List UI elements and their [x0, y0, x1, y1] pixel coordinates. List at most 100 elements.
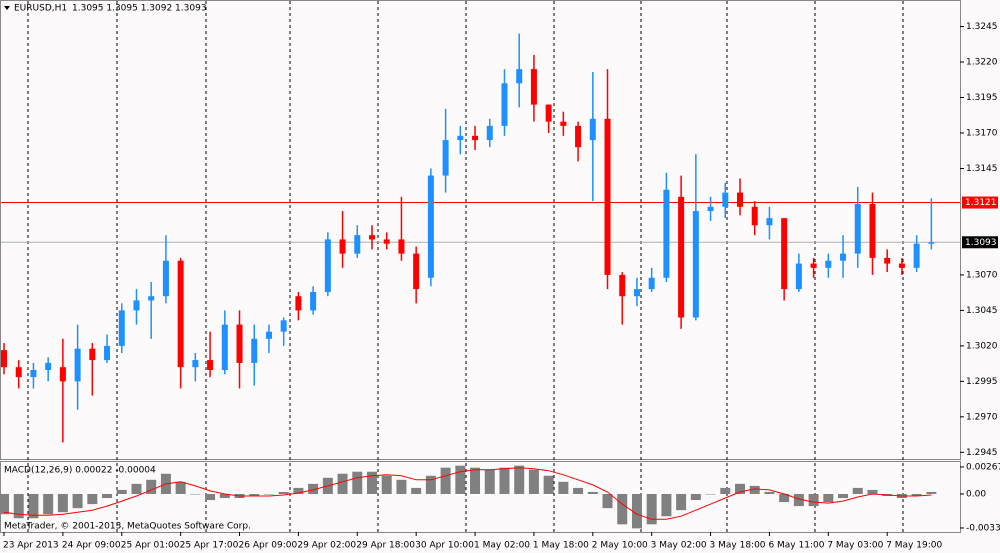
candle-body [251, 338, 258, 363]
y-tick-label: 1.3220 [966, 58, 998, 68]
candle-body [486, 125, 493, 141]
candle-body [810, 263, 817, 268]
y-tick-label: 1.3195 [966, 93, 998, 103]
candle-body [457, 135, 464, 141]
candle-body [413, 253, 420, 290]
macd-bar [587, 491, 598, 494]
candle-body [678, 196, 685, 318]
candle-body [398, 239, 405, 254]
macd-bar [705, 493, 716, 495]
x-tick-label: 29 Apr 18:00 [356, 541, 415, 551]
candle-body [633, 289, 640, 297]
candle-body [751, 206, 758, 226]
candle-body [339, 239, 346, 254]
macd-bar [0, 493, 9, 515]
macd-bar [808, 493, 819, 507]
level-tag [962, 196, 998, 209]
macd-bar [87, 493, 98, 505]
macd-bar [720, 487, 731, 494]
level-tag [962, 236, 998, 249]
x-tick-label: 23 Apr 2013 [3, 541, 59, 551]
candle-body [207, 360, 214, 371]
candle-body [280, 320, 287, 332]
candle-body [295, 296, 302, 311]
macd-bar [455, 465, 466, 494]
macd-bar [396, 479, 407, 494]
macd-bar [175, 481, 186, 494]
macd-bar [131, 483, 142, 494]
candle-body [501, 83, 508, 126]
macd-bar [146, 479, 157, 494]
candle-body [663, 189, 670, 278]
macd-bar [676, 493, 687, 511]
candle-body [854, 203, 861, 254]
x-tick-label: 25 Apr 17:00 [180, 541, 239, 551]
macd-bar [838, 493, 849, 499]
macd-bar [190, 493, 201, 495]
candle-body [118, 310, 125, 346]
y-tick-label: 1.3170 [966, 128, 998, 138]
macd-bar [528, 469, 539, 494]
candle-body [530, 69, 537, 105]
macd-bar [484, 469, 495, 494]
candle-body [74, 348, 81, 382]
candle-body [89, 348, 96, 361]
candle-body [354, 235, 361, 254]
candle-body [324, 239, 331, 292]
macd-bar [764, 491, 775, 494]
candle-body [15, 367, 22, 378]
macd-bar [337, 473, 348, 494]
candle-body [840, 253, 847, 261]
macd-bar [793, 493, 804, 507]
macd-bar [13, 493, 24, 519]
menu-triangle [4, 6, 10, 10]
x-tick-label: 26 Apr 09:00 [239, 541, 298, 551]
ohlc-text: 1.3095 1.3095 1.3092 1.3093 [72, 4, 207, 14]
candle-body [795, 263, 802, 290]
level-label: 1.3093 [965, 238, 997, 248]
macd-bar [573, 487, 584, 494]
macd-bar [617, 493, 628, 525]
macd-bar [72, 493, 83, 509]
y-tick-label: 1.3020 [966, 341, 998, 351]
macd-bar [543, 475, 554, 494]
macd-bar [249, 493, 260, 496]
candle-body [265, 331, 272, 339]
candle-body [884, 257, 891, 264]
candle-body [104, 345, 111, 361]
candle-body [516, 69, 523, 84]
macd-bar [514, 465, 525, 494]
y-tick-label: 0.00 [966, 489, 986, 499]
x-tick-label: 3 May 02:00 [651, 541, 707, 551]
candle-body [648, 277, 655, 290]
x-tick-label: 1 May 18:00 [533, 541, 589, 551]
macd-bar [28, 493, 39, 519]
candle-body [737, 192, 743, 207]
candle-body [45, 362, 52, 371]
signal-line [3, 467, 932, 520]
x-tick-label: 30 Apr 10:00 [415, 541, 474, 551]
macd-bar [352, 471, 363, 494]
macd-bar [558, 481, 569, 494]
candle-body [913, 243, 920, 268]
macd-bar [263, 493, 274, 495]
candle-body [928, 242, 935, 244]
footer: MetaTrader, © 2001-2013, MetaQuotes Soft… [4, 522, 251, 532]
candle-body [427, 175, 434, 278]
candle-body [236, 324, 243, 363]
macd-bar [735, 483, 745, 494]
y-tick-label: 1.2995 [966, 377, 998, 387]
candle-body [310, 291, 317, 311]
candle-body [692, 211, 699, 318]
level-label: 1.3121 [965, 198, 997, 208]
candle-body [1, 350, 7, 368]
macd-bar [867, 489, 878, 494]
candle-body [442, 140, 449, 176]
macd-bar [499, 467, 510, 494]
macd-bar [102, 493, 113, 499]
y-tick-label: 0.00267 [966, 462, 1000, 472]
macd-bar [116, 489, 127, 494]
candle-body [766, 218, 773, 226]
candle-body [869, 203, 876, 258]
